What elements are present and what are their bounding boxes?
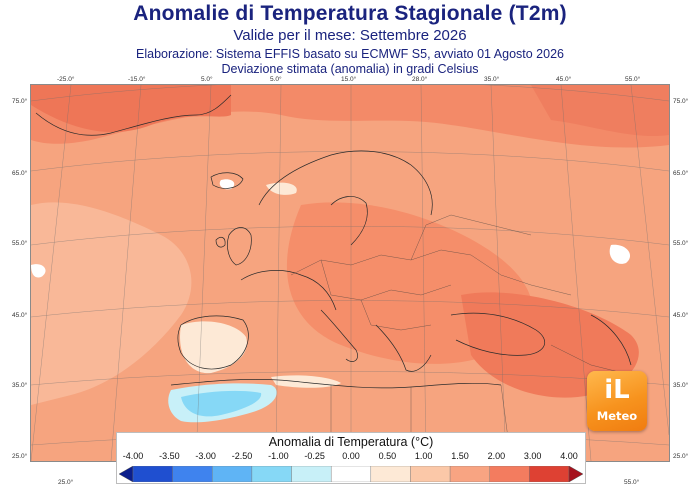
legend-swatch xyxy=(449,466,490,482)
top-tick: -15.0° xyxy=(128,76,146,83)
legend-swatch xyxy=(132,466,173,482)
caspian-coast xyxy=(590,314,632,366)
italy-coast xyxy=(320,309,358,362)
siberia-hot-area xyxy=(531,85,669,137)
map-subtitle: Valide per il mese: Settembre 2026 xyxy=(233,27,467,44)
legend-swatch xyxy=(172,466,213,482)
ilmeteo-logo: iL Meteo xyxy=(587,371,647,431)
right-tick: 45.0° xyxy=(673,312,689,319)
logo-mark: iL xyxy=(604,375,630,405)
legend-label: 1.00 xyxy=(414,451,433,461)
iberia-neutral-patch xyxy=(180,321,247,374)
legend-swatch xyxy=(330,466,372,482)
legend-label: 4.00 xyxy=(560,451,578,461)
france-coast xyxy=(240,270,337,311)
legend-swatch xyxy=(251,466,292,482)
legend-label: -0.25 xyxy=(304,451,325,461)
legend-swatch xyxy=(212,466,253,482)
map-canvas xyxy=(31,85,669,461)
legend-label: -2.50 xyxy=(231,451,253,461)
legend-label: -3.00 xyxy=(195,451,216,461)
legend-label: 0.00 xyxy=(342,451,360,461)
left-tick: 55.0° xyxy=(12,240,28,247)
right-tick: 55.0° xyxy=(673,240,689,247)
north-africa-coast xyxy=(170,379,502,389)
legend-swatch xyxy=(489,466,530,482)
top-tick: 15.0° xyxy=(341,76,357,83)
greenland-hot-area xyxy=(31,85,231,133)
legend-colorbar xyxy=(119,466,583,482)
british-isles-coast xyxy=(227,227,252,266)
left-tick: 75.0° xyxy=(12,98,28,105)
legend-swatch xyxy=(410,466,451,482)
black-sea-coast xyxy=(450,312,546,356)
source-line: Elaborazione: Sistema EFFIS basato su EC… xyxy=(136,47,564,61)
top-tick: 35.0° xyxy=(484,76,500,83)
iberia-coast xyxy=(177,315,249,370)
scandinavia-coast xyxy=(258,150,433,216)
right-tick: 35.0° xyxy=(673,382,689,389)
top-tick: 28.0° xyxy=(412,76,428,83)
ireland-coast xyxy=(215,236,226,248)
bottom-tick: 25.0° xyxy=(58,479,74,486)
legend-swatch xyxy=(119,466,134,482)
right-tick: 25.0° xyxy=(673,453,689,460)
top-tick: -25.0° xyxy=(57,76,75,83)
legend-labels: -4.00 -3.50 -3.00 -2.50 -1.00 -0.25 0.00 0.50 1.… xyxy=(117,451,585,465)
top-tick: 55.0° xyxy=(625,76,641,83)
baltic-coast xyxy=(330,196,368,246)
left-tick: 65.0° xyxy=(12,170,28,177)
top-tick: 45.0° xyxy=(556,76,572,83)
right-tick: 65.0° xyxy=(673,170,689,177)
right-tick: 75.0° xyxy=(673,98,689,105)
legend-label: 1.50 xyxy=(451,451,469,461)
legend-label: 0.50 xyxy=(378,451,397,461)
legend-swatch xyxy=(370,466,411,482)
iceland-white-patch xyxy=(219,179,235,190)
legend-label: -4.00 xyxy=(122,451,144,461)
left-tick: 35.0° xyxy=(12,382,28,389)
greenland-coast xyxy=(35,94,232,136)
legend-label: -1.00 xyxy=(268,451,289,461)
atlantic-white-patch xyxy=(31,264,46,278)
left-tick: 45.0° xyxy=(12,312,28,319)
legend-label: -3.50 xyxy=(159,451,180,461)
legend-label: 3.00 xyxy=(523,451,542,461)
legend-title: Anomalia di Temperatura (°C) xyxy=(268,435,434,449)
iceland-coast xyxy=(210,172,244,189)
maghreb-cold-core xyxy=(181,390,262,417)
top-tick: 5.0° xyxy=(270,76,282,83)
legend-swatch xyxy=(291,466,332,482)
anomaly-map xyxy=(30,84,670,462)
color-legend: Anomalia di Temperatura (°C) -4.00 -3.50-… xyxy=(116,432,586,484)
units-line: Deviazione stimata (anomalia) in gradi C… xyxy=(221,62,479,76)
map-header: Anomalie di Temperatura Stagionale (T2m)… xyxy=(0,0,700,80)
algeria-neutral-patch xyxy=(271,375,341,388)
left-tick: 25.0° xyxy=(12,453,28,460)
legend-swatch xyxy=(529,466,570,482)
balkans-coast xyxy=(375,324,432,372)
bottom-tick: 55.0° xyxy=(624,479,640,486)
logo-text: Meteo xyxy=(596,409,638,423)
legend-label: 2.00 xyxy=(487,451,506,461)
atlantic-mild-area xyxy=(31,202,192,405)
legend-swatch xyxy=(568,466,583,482)
top-tick: 5.0° xyxy=(201,76,213,83)
coastlines xyxy=(35,94,632,389)
russia-white-patch xyxy=(609,244,631,264)
map-title: Anomalie di Temperatura Stagionale (T2m) xyxy=(133,2,567,25)
